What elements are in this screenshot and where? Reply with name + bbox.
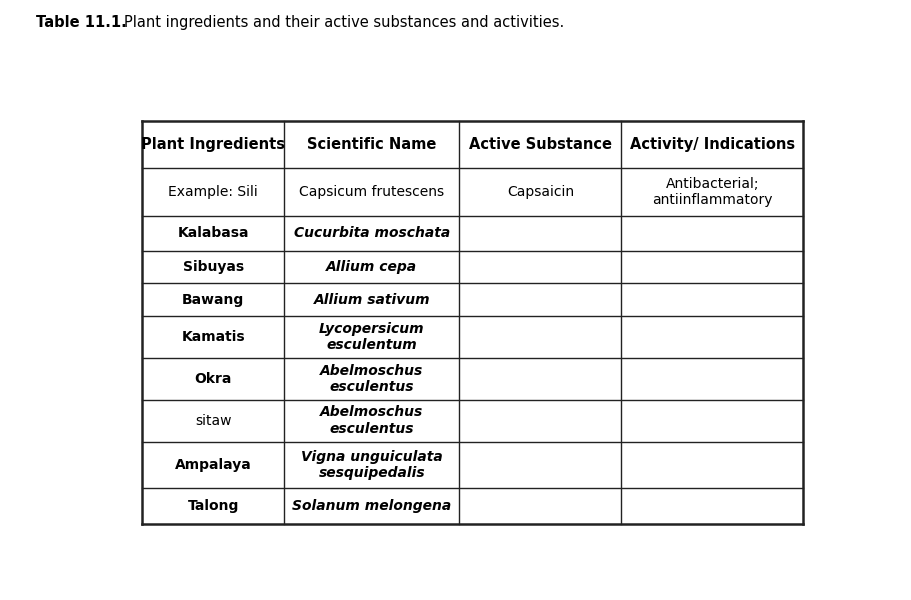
Text: Plant ingredients and their active substances and activities.: Plant ingredients and their active subst…: [124, 15, 564, 30]
Text: Capsaicin: Capsaicin: [507, 185, 573, 199]
Text: Activity/ Indications: Activity/ Indications: [629, 137, 794, 152]
Text: Kalabasa: Kalabasa: [178, 226, 249, 241]
Text: Abelmoschus
esculentus: Abelmoschus esculentus: [320, 364, 423, 394]
Text: Bawang: Bawang: [182, 293, 244, 307]
Text: Solanum melongena: Solanum melongena: [292, 499, 451, 513]
Text: Table 11.1.: Table 11.1.: [36, 15, 128, 30]
Text: Capsicum frutescens: Capsicum frutescens: [299, 185, 444, 199]
Text: Ampalaya: Ampalaya: [175, 458, 251, 472]
Text: Allium sativum: Allium sativum: [313, 293, 430, 307]
Text: Vigna unguiculata
sesquipedalis: Vigna unguiculata sesquipedalis: [301, 450, 443, 480]
Text: Lycopersicum
esculentum: Lycopersicum esculentum: [319, 322, 425, 352]
Text: Sibuyas: Sibuyas: [182, 260, 243, 274]
Text: Scientific Name: Scientific Name: [307, 137, 436, 152]
Text: Plant Ingredients: Plant Ingredients: [141, 137, 285, 152]
Text: Example: Sili: Example: Sili: [169, 185, 258, 199]
Text: Antibacterial;
antiinflammatory: Antibacterial; antiinflammatory: [651, 177, 772, 207]
Text: Okra: Okra: [194, 371, 231, 386]
Text: Cucurbita moschata: Cucurbita moschata: [293, 226, 449, 241]
Text: sitaw: sitaw: [195, 413, 231, 428]
Text: Kamatis: Kamatis: [181, 329, 245, 344]
Text: Allium cepa: Allium cepa: [326, 260, 417, 274]
Text: Talong: Talong: [188, 499, 239, 513]
Text: Active Substance: Active Substance: [468, 137, 611, 152]
Text: Abelmoschus
esculentus: Abelmoschus esculentus: [320, 406, 423, 436]
